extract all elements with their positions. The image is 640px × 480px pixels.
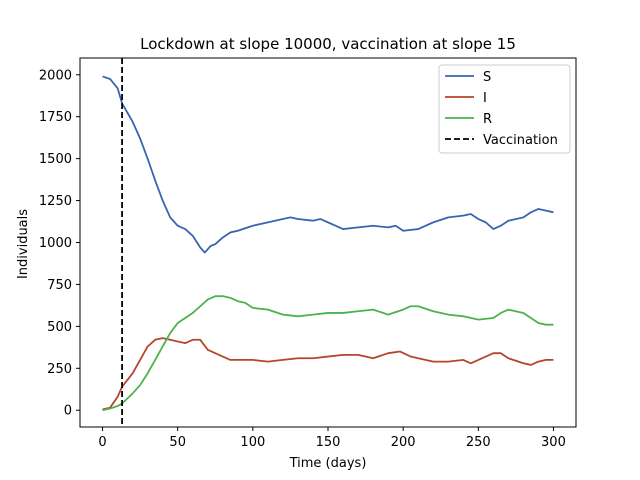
legend-label-s: S: [483, 70, 491, 85]
y-tick-label: 500: [47, 320, 72, 335]
x-tick-label: 0: [98, 435, 106, 450]
y-tick-label: 1250: [39, 194, 72, 209]
y-tick-label: 750: [47, 278, 72, 293]
y-tick-label: 0: [64, 404, 72, 419]
y-axis-label: Individuals: [16, 209, 31, 279]
legend-label-i: I: [483, 91, 487, 106]
y-tick-label: 1500: [39, 152, 72, 167]
y-tick-label: 1750: [39, 110, 72, 125]
legend-box: [438, 64, 571, 154]
x-tick-label: 150: [316, 435, 341, 450]
x-tick-label: 250: [466, 435, 491, 450]
x-tick-label: 100: [240, 435, 265, 450]
chart-title: Lockdown at slope 10000, vaccination at …: [140, 35, 516, 53]
legend-label-r: R: [483, 112, 492, 127]
x-tick-label: 300: [541, 435, 566, 450]
legend: SIR Vaccination: [438, 64, 571, 154]
plot-area: 0 50 100 150 200 250 300 0 250 500 750 1000 1250 1500…: [39, 57, 577, 450]
y-tick-label: 1000: [39, 236, 72, 251]
series-line-r: [102, 295, 554, 412]
y-tick-label: 250: [47, 362, 72, 377]
x-tick-label: 50: [169, 435, 186, 450]
x-tick-label: 200: [391, 435, 416, 450]
y-tick-label: 2000: [39, 68, 72, 83]
legend-label-vaccination: Vaccination: [483, 133, 558, 148]
series-line-s: [102, 75, 554, 254]
x-axis-label: Time (days): [289, 456, 367, 471]
series-line-i: [102, 337, 554, 411]
